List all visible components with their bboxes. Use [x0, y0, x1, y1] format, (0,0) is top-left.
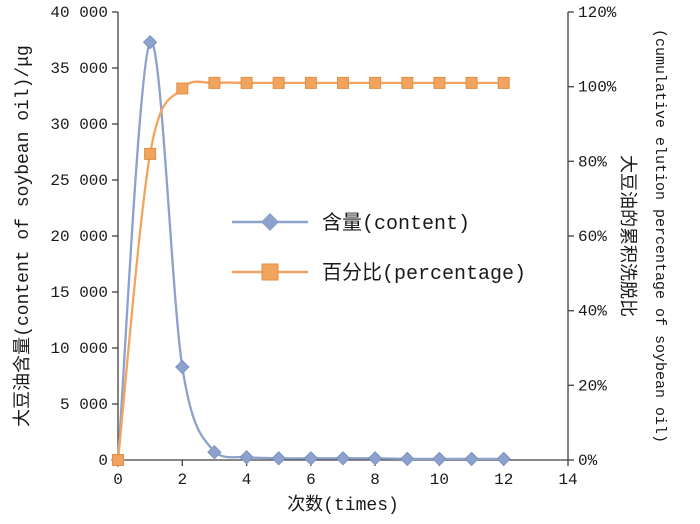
series-line-content: [116, 40, 505, 462]
tick-label: 4: [242, 471, 252, 489]
tick-label: 80%: [578, 153, 607, 171]
tick-label: 8: [370, 471, 380, 489]
data-point-diamond-icon: [335, 451, 351, 466]
data-point-square-icon: [465, 76, 478, 89]
data-point-diamond-icon: [239, 449, 254, 465]
data-point-square-icon: [144, 147, 157, 160]
data-point-diamond-icon: [432, 451, 447, 467]
data-point-square-icon: [497, 76, 510, 89]
data-point-diamond-icon: [496, 451, 511, 467]
tick-label: 20 000: [50, 228, 108, 246]
tick-label: 12: [494, 471, 513, 489]
legend-label-content: 含量(content): [322, 211, 470, 236]
data-point-square-icon: [304, 76, 317, 89]
data-point-square-icon: [369, 76, 382, 89]
data-point-diamond-icon: [175, 359, 190, 375]
tick-label: 5 000: [60, 396, 108, 414]
tick-label: 14: [558, 471, 577, 489]
legend-label-percentage: 百分比(percentage): [322, 261, 526, 286]
tick-label: 40%: [578, 303, 607, 321]
legend-marker-percentage-square-icon: [261, 263, 279, 281]
tick-label: 6: [306, 471, 316, 489]
tick-label: 30 000: [50, 116, 108, 134]
tick-label: 60%: [578, 228, 607, 246]
data-point-diamond-icon: [271, 451, 286, 466]
tick-label: 40 000: [50, 4, 108, 22]
tick-label: 10: [430, 471, 449, 489]
tick-label: 25 000: [50, 172, 108, 190]
tick-label: 0%: [578, 452, 598, 470]
y-axis-right-title-cn: 大豆油的累积洗脱比: [616, 155, 638, 317]
tick-label: 0: [98, 452, 108, 470]
x-axis-title: 次数(times): [287, 494, 399, 516]
data-point-diamond-icon: [142, 34, 158, 50]
data-point-diamond-icon: [207, 444, 222, 460]
legend-marker-content-diamond-icon: [261, 213, 279, 231]
tick-label: 120%: [578, 4, 617, 22]
plot-area: 0 5 000 10 000 15 000 20 000 25 000 30 000 35 0…: [50, 4, 616, 489]
y-axis-left-title: 大豆油含量(content of soybean oil)/μg: [12, 45, 34, 427]
data-point-square-icon: [272, 76, 285, 89]
data-point-diamond-icon: [303, 451, 319, 466]
tick-label: 2: [177, 471, 187, 489]
legend: 含量(content) 百分比(percentage): [232, 211, 526, 286]
data-point-diamond-icon: [464, 451, 479, 467]
data-point-square-icon: [401, 76, 414, 89]
tick-label: 15 000: [50, 284, 108, 302]
tick-label: 20%: [578, 377, 607, 395]
tick-label: 35 000: [50, 60, 108, 78]
data-point-square-icon: [433, 76, 446, 89]
tick-label: 0: [113, 471, 123, 489]
data-point-square-icon: [176, 82, 189, 95]
data-point-square-icon: [208, 76, 221, 89]
data-point-square-icon: [240, 76, 253, 89]
data-point-diamond-icon: [400, 451, 415, 467]
tick-label: 100%: [578, 79, 617, 97]
data-point-square-icon: [112, 454, 124, 466]
data-point-diamond-icon: [367, 451, 383, 466]
data-point-square-icon: [337, 76, 349, 89]
tick-label: 10 000: [50, 340, 108, 358]
y-axis-right-title-en: (cumulative elution percentage of soybea…: [651, 29, 668, 443]
